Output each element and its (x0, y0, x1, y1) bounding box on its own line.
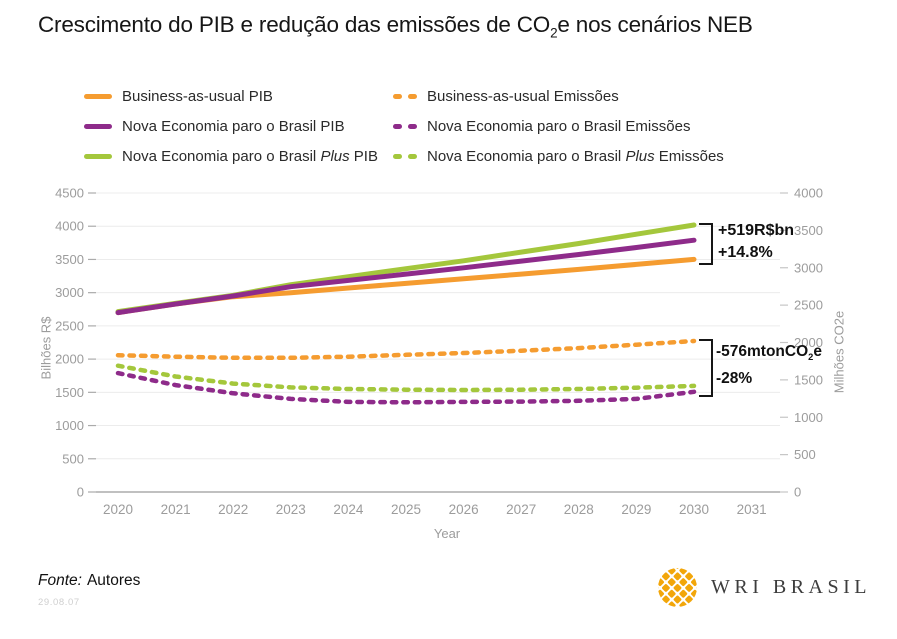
wri-logo-text: WRI BRASIL (711, 576, 871, 598)
left-tick-label: 1500 (55, 385, 84, 400)
pib-gain-annotation: +519R$bn +14.8% (718, 220, 794, 264)
right-axis-title: Milhões CO2e (831, 310, 847, 394)
wri-rosette-icon (658, 568, 697, 607)
legend-item: Nova Economia paro o Brasil Emissões (393, 111, 724, 141)
left-tick-label: 4500 (55, 186, 84, 201)
wri-brasil-logo: WRI BRASIL (657, 567, 871, 608)
series-line-3 (115, 338, 697, 361)
right-tick-label: 3000 (794, 260, 823, 275)
left-tick-label: 0 (77, 485, 84, 500)
legend-column-pib: Business-as-usual PIB Nova Economia paro … (84, 81, 378, 171)
left-tick-label: 500 (62, 451, 84, 466)
x-tick-label: 2026 (449, 502, 479, 517)
legend-dashed-swatch (393, 153, 417, 159)
chart-title: Crescimento do PIB e redução das emissõe… (38, 12, 753, 41)
x-tick-label: 2029 (621, 502, 651, 517)
right-tick-label: 4000 (794, 186, 823, 201)
legend-line-swatch (84, 153, 112, 159)
x-tick-label: 2028 (564, 502, 594, 517)
legend-item: Nova Economia paro o Brasil Plus Emissõe… (393, 141, 724, 171)
pib-gain-percent: +14.8% (718, 244, 773, 261)
legend-label: Nova Economia paro o Brasil Plus PIB (122, 147, 378, 165)
legend-column-emissoes: Business-as-usual Emissões Nova Economia … (393, 81, 724, 171)
x-tick-label: 2022 (218, 502, 248, 517)
legend-label: Business-as-usual PIB (122, 87, 273, 105)
x-tick-label: 2025 (391, 502, 421, 517)
right-tick-label: 3500 (794, 223, 823, 238)
x-tick-label: 2024 (333, 502, 364, 517)
series-line-5 (115, 363, 697, 393)
legend-dashed-swatch (393, 93, 417, 99)
right-tick-label: 0 (794, 485, 801, 500)
source-note: Fonte: Autores (38, 572, 140, 590)
left-tick-label: 4000 (55, 219, 84, 234)
left-tick-label: 2500 (55, 318, 84, 333)
series-line-4 (115, 370, 697, 405)
x-tick-label: 2030 (679, 502, 709, 517)
right-tick-label: 2500 (794, 298, 823, 313)
legend-item: Business-as-usual PIB (84, 81, 378, 111)
right-tick-label: 2000 (794, 335, 823, 350)
right-tick-label: 1000 (794, 410, 823, 425)
legend-line-swatch (84, 93, 112, 99)
source-label: Fonte: (38, 572, 82, 589)
x-tick-label: 2020 (103, 502, 133, 517)
date-stamp: 29.08.07 (38, 597, 80, 608)
x-tick-label: 2027 (506, 502, 536, 517)
legend-label: Nova Economia paro o Brasil PIB (122, 117, 345, 135)
pib-gain-bracket (699, 223, 713, 265)
emissions-reduction-value: -576mtonCO2e (716, 343, 822, 363)
left-tick-label: 2000 (55, 352, 84, 367)
left-tick-label: 3000 (55, 285, 84, 300)
source-value: Autores (86, 572, 141, 589)
left-tick-label: 3500 (55, 252, 84, 267)
left-tick-label: 1000 (55, 418, 84, 433)
legend-label: Nova Economia paro o Brasil Plus Emissõe… (427, 147, 724, 165)
legend-item: Business-as-usual Emissões (393, 81, 724, 111)
legend-label: Nova Economia paro o Brasil Emissões (427, 117, 691, 135)
legend-item: Nova Economia paro o Brasil PIB (84, 111, 378, 141)
pib-gain-value: +519R$bn (718, 222, 795, 239)
x-tick-label: 2021 (161, 502, 191, 517)
right-tick-label: 500 (794, 447, 816, 462)
emissions-reduction-annotation: -576mtonCO2e -28% (716, 341, 822, 390)
left-axis-title: Bilhões R$ (38, 316, 54, 380)
legend-dashed-swatch (393, 123, 417, 129)
legend-label: Business-as-usual Emissões (427, 87, 619, 105)
line-chart-plot: 0 500 1000 1500 2000 2500 3000 3500 4000 4500 0 500… (55, 186, 823, 518)
x-tick-label: 2031 (737, 502, 767, 517)
x-axis-title: Year (433, 526, 461, 541)
emissions-reduction-bracket (699, 339, 713, 397)
x-tick-label: 2023 (276, 502, 306, 517)
series-line-1 (115, 237, 697, 316)
legend-line-swatch (84, 123, 112, 129)
right-tick-label: 1500 (794, 372, 823, 387)
emissions-reduction-percent: -28% (716, 370, 753, 388)
legend-item: Nova Economia paro o Brasil Plus PIB (84, 141, 378, 171)
